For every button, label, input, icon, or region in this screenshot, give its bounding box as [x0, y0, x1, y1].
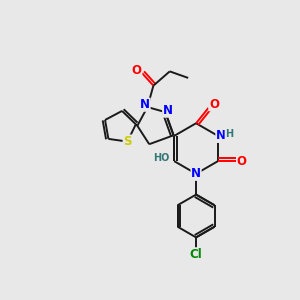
Text: HO: HO	[154, 153, 170, 163]
Text: O: O	[132, 64, 142, 77]
Text: N: N	[163, 104, 173, 117]
Text: H: H	[225, 129, 233, 139]
Text: S: S	[123, 135, 132, 148]
Text: N: N	[140, 98, 150, 111]
Text: O: O	[209, 98, 219, 111]
Text: Cl: Cl	[190, 248, 202, 261]
Text: N: N	[191, 167, 201, 180]
Text: N: N	[216, 129, 226, 142]
Text: O: O	[237, 154, 247, 168]
